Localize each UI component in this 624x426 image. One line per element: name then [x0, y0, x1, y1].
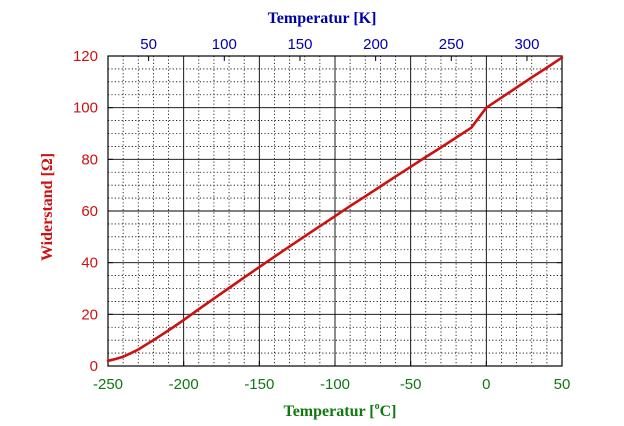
x2-tick-label: 100	[212, 36, 237, 53]
x2-tick-label: 300	[514, 36, 539, 53]
axis-ticks	[107, 55, 563, 367]
y-tick-label: 80	[81, 151, 98, 168]
x-tick-label: -150	[244, 376, 274, 393]
y-tick-label: 20	[81, 306, 98, 323]
x-tick-label: -250	[93, 376, 123, 393]
y-tick-label: 60	[81, 203, 98, 220]
y-tick-label: 120	[73, 48, 98, 65]
x-tick-label: -200	[169, 376, 199, 393]
y-tick-label: 100	[73, 100, 98, 117]
x2-tick-label: 250	[439, 36, 464, 53]
x-tick-label: 0	[482, 376, 490, 393]
x-tick-label: -50	[400, 376, 422, 393]
y-tick-label: 0	[90, 358, 98, 375]
y-axis-title-omega: Ω	[39, 158, 56, 171]
x-axis-title-part2: C]	[380, 403, 397, 420]
y-tick-label: 40	[81, 255, 98, 272]
x2-tick-label: 50	[140, 36, 157, 53]
series-line	[106, 56, 564, 363]
x2-tick-label: 150	[287, 36, 312, 53]
x-axis-title-part1: Temperatur [	[284, 403, 375, 420]
x-axis-title-degree: o	[375, 401, 380, 412]
x-tick-label: -100	[320, 376, 350, 393]
x2-axis-title: Temperatur [K]	[268, 10, 377, 27]
y-axis-title: Widerstand [Ω]	[39, 153, 56, 261]
x2-tick-label: 200	[363, 36, 388, 53]
y-axis-title-part2: ]	[39, 153, 56, 158]
tick-labels: -250 -200 -150 -100 -50 0 50 50 100 150 200 250 300 0…	[73, 36, 570, 393]
major-grid	[108, 56, 562, 366]
x-tick-label: 50	[554, 376, 571, 393]
y-axis-title-part1: Widerstand [	[39, 171, 56, 261]
x-axis-title: Temperatur [oC]	[284, 401, 397, 420]
series-layer	[106, 56, 564, 363]
